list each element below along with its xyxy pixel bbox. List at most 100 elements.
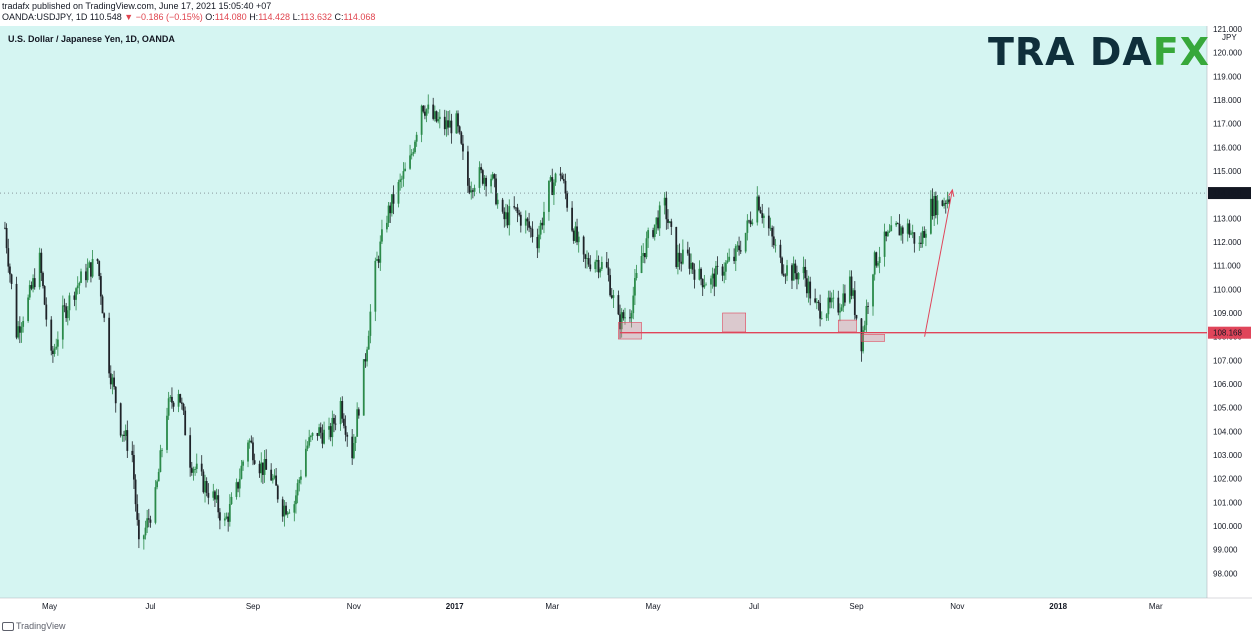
- candle-body: [495, 178, 497, 205]
- last-price: 110.548: [89, 12, 122, 22]
- candle-body: [424, 111, 426, 116]
- y-tick-label: 98.000: [1213, 569, 1238, 578]
- ohlc-line: OANDA:USDJPY, 1D 110.548 ▼ −0.186 (−0.15…: [2, 12, 375, 22]
- candle-body: [506, 212, 509, 226]
- candle-body: [900, 227, 903, 236]
- candle-body: [599, 268, 602, 273]
- candle-body: [658, 205, 661, 229]
- candle-body: [607, 267, 610, 276]
- candle-body: [647, 230, 650, 239]
- candle-body: [392, 194, 395, 204]
- candle-body: [91, 258, 94, 277]
- candle-body: [819, 303, 821, 319]
- candle-body: [705, 284, 707, 286]
- last-price-tag: [1208, 187, 1251, 200]
- candle-body: [655, 217, 658, 225]
- candle-body: [190, 467, 193, 473]
- candle-body: [610, 295, 613, 298]
- candle-body: [703, 284, 706, 288]
- candle-body: [652, 230, 655, 237]
- chart-title: U.S. Dollar / Japanese Yen, 1D, OANDA: [8, 34, 175, 44]
- candle-body: [121, 434, 124, 436]
- candle-body: [815, 301, 818, 303]
- candle-body: [918, 242, 921, 244]
- candle-body: [309, 435, 312, 438]
- candle-body: [7, 248, 10, 267]
- candle-body: [665, 197, 668, 220]
- candle-body: [109, 373, 112, 385]
- candle-body: [548, 180, 550, 212]
- candle-body: [848, 276, 851, 303]
- y-tick-label: 107.000: [1213, 356, 1242, 365]
- y-tick-label: 105.000: [1213, 404, 1242, 413]
- candle-body: [42, 272, 44, 287]
- candle-body: [538, 234, 540, 249]
- candle-body: [364, 359, 367, 362]
- candle-body: [744, 232, 747, 252]
- candle-body: [921, 231, 924, 244]
- publisher-line: tradafx published on TradingView.com, Ju…: [2, 1, 272, 11]
- candle-body: [559, 173, 562, 176]
- candle-body: [412, 152, 415, 154]
- candle-body: [50, 319, 53, 351]
- candle-body: [734, 246, 737, 262]
- candle-body: [99, 276, 102, 297]
- candle-body: [908, 223, 911, 235]
- candle-body: [169, 396, 172, 399]
- last-price-label: 114.068: [1213, 189, 1242, 198]
- candle-body: [189, 435, 192, 468]
- candle-body: [681, 249, 684, 264]
- y-tick-label: 103.000: [1213, 451, 1242, 460]
- candle-body: [784, 275, 787, 277]
- candle-body: [460, 132, 463, 144]
- x-tick-label: May: [646, 602, 661, 611]
- candle-body: [61, 305, 64, 340]
- y-tick-label: 99.000: [1213, 546, 1238, 555]
- candle-body: [225, 516, 228, 519]
- candle-body: [321, 432, 324, 444]
- candle-body: [159, 450, 162, 472]
- candle-body: [587, 258, 590, 265]
- candle-body: [88, 262, 91, 268]
- candle-body: [844, 293, 846, 303]
- candle-body: [96, 258, 99, 262]
- candle-body: [852, 290, 855, 296]
- candle-body: [577, 236, 580, 243]
- candle-body: [271, 477, 274, 481]
- candle-body: [286, 512, 289, 515]
- candle-body: [485, 177, 488, 187]
- candle-body: [817, 301, 820, 304]
- candle-body: [339, 401, 342, 425]
- candle-body: [223, 518, 226, 521]
- candle-body: [78, 282, 81, 286]
- candle-body: [217, 495, 220, 513]
- y-tick-label: 106.000: [1213, 380, 1242, 389]
- candle-body: [376, 259, 378, 261]
- candle-body: [144, 527, 147, 536]
- candle-body: [366, 349, 368, 362]
- candle-body: [137, 519, 140, 540]
- x-tick-label: Mar: [545, 602, 559, 611]
- candle-body: [589, 264, 592, 270]
- candle-body: [609, 275, 612, 296]
- candle-body: [113, 377, 115, 387]
- y-tick-label: 104.000: [1213, 427, 1242, 436]
- candle-body: [481, 170, 484, 184]
- candle-body: [576, 226, 578, 243]
- candle-body: [934, 196, 937, 216]
- tradingview-footer: TradingView: [2, 621, 66, 631]
- candle-body: [572, 230, 575, 241]
- candle-body: [205, 480, 208, 493]
- candle-body: [52, 350, 54, 354]
- candle-body: [677, 252, 679, 267]
- candle-body: [311, 432, 314, 436]
- candle-body: [767, 215, 770, 229]
- chart-area[interactable]: [0, 26, 1207, 598]
- candle-body: [657, 217, 659, 229]
- candle-body: [829, 297, 831, 303]
- candle-body: [675, 226, 678, 267]
- candle-body: [758, 196, 760, 211]
- candle-body: [920, 242, 922, 244]
- x-tick-label: Sep: [246, 602, 261, 611]
